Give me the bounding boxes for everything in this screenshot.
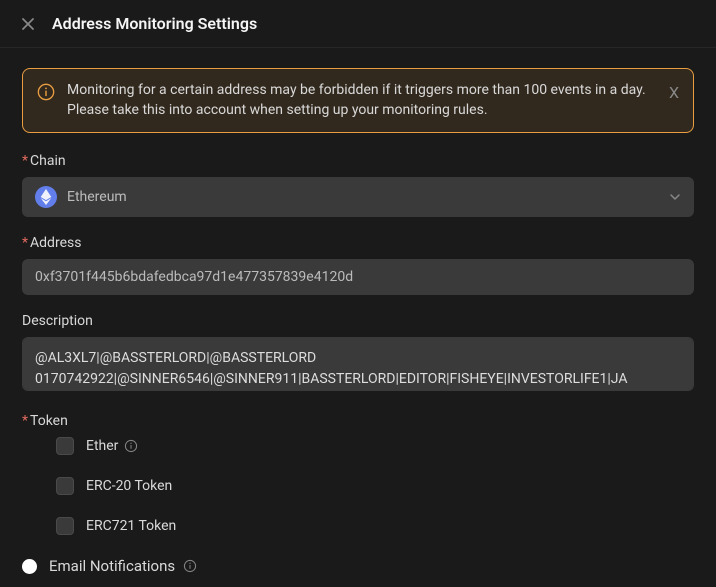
chevron-down-icon xyxy=(669,188,681,207)
checkbox-row-ether: Ether xyxy=(56,437,694,455)
address-input[interactable] xyxy=(22,259,694,295)
description-textarea[interactable] xyxy=(22,337,694,391)
alert-text: Monitoring for a certain address may be … xyxy=(67,81,657,120)
chain-select-value: Ethereum xyxy=(67,189,659,205)
required-marker: * xyxy=(22,153,28,169)
modal-header: Address Monitoring Settings xyxy=(0,0,716,48)
page-title: Address Monitoring Settings xyxy=(52,14,257,33)
field-label-text: Description xyxy=(22,313,93,329)
content: Monitoring for a certain address may be … xyxy=(0,48,716,575)
checkbox-label-text: Ether xyxy=(86,438,118,454)
checkbox-label-text: ERC-20 Token xyxy=(86,478,172,494)
checkbox-row-erc20: ERC-20 Token xyxy=(56,477,694,495)
email-notifications-row: Email Notifications xyxy=(22,557,694,575)
field-label-text: Address xyxy=(30,235,81,251)
field-token: * Token Ether xyxy=(22,413,694,535)
ethereum-icon xyxy=(35,186,57,208)
checkbox-ether[interactable] xyxy=(56,437,74,455)
warning-alert: Monitoring for a certain address may be … xyxy=(22,68,694,133)
checkbox-row-erc721: ERC721 Token xyxy=(56,517,694,535)
radio-label-text: Email Notifications xyxy=(49,557,175,575)
chain-select[interactable]: Ethereum xyxy=(22,177,694,217)
checkbox-label: Ether xyxy=(86,438,138,454)
field-label-description: Description xyxy=(22,313,694,329)
field-label-text: Token xyxy=(30,413,68,429)
field-label-chain: * Chain xyxy=(22,153,694,169)
info-icon xyxy=(37,83,55,105)
required-marker: * xyxy=(22,413,28,429)
info-icon[interactable] xyxy=(183,559,197,573)
checkbox-label: ERC721 Token xyxy=(86,518,176,534)
alert-close-button[interactable]: X xyxy=(669,83,679,102)
field-chain: * Chain Ethereum xyxy=(22,153,694,217)
field-label-token: * Token xyxy=(22,413,694,429)
token-checkbox-group: Ether ERC-20 Token xyxy=(22,437,694,535)
info-icon[interactable] xyxy=(124,439,138,453)
checkbox-label: ERC-20 Token xyxy=(86,478,172,494)
close-icon[interactable] xyxy=(20,16,36,32)
checkbox-label-text: ERC721 Token xyxy=(86,518,176,534)
required-marker: * xyxy=(22,235,28,251)
field-label-text: Chain xyxy=(30,153,66,169)
field-description: Description xyxy=(22,313,694,395)
email-notifications-radio[interactable] xyxy=(22,559,37,574)
email-notifications-label: Email Notifications xyxy=(49,557,197,575)
field-label-address: * Address xyxy=(22,235,694,251)
field-address: * Address xyxy=(22,235,694,295)
checkbox-erc721[interactable] xyxy=(56,517,74,535)
checkbox-erc20[interactable] xyxy=(56,477,74,495)
